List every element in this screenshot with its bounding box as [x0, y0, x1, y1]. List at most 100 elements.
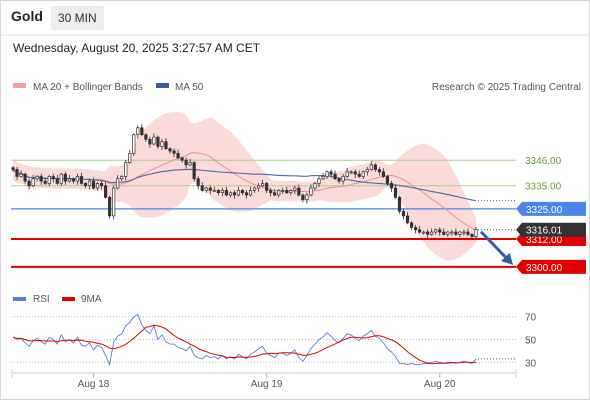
candle-body: [224, 190, 228, 196]
level-tag-4: [516, 259, 586, 274]
bb-legend-swatch: [13, 83, 26, 88]
copyright-text: Research © 2025 Trading Central: [432, 82, 581, 93]
candle-body: [47, 176, 51, 184]
moving-averages-layer: [12, 152, 477, 231]
candle-body: [55, 178, 59, 184]
candle-body: [248, 190, 253, 196]
candle-body: [373, 164, 377, 170]
candle-body: [309, 187, 313, 196]
candle-body: [329, 171, 333, 175]
candle-body: [108, 196, 112, 217]
candle-body: [27, 180, 31, 187]
rsi-ma-legend-swatch: [62, 297, 75, 301]
candle-body: [208, 187, 212, 191]
rsi-ma-legend-label: 9MA: [81, 294, 102, 305]
candle-body: [148, 139, 152, 145]
candle-body: [301, 194, 305, 200]
candle-body: [337, 178, 341, 182]
x-tick-label: Aug 18: [78, 379, 110, 390]
candle-body: [11, 167, 15, 170]
rsi-line: [12, 313, 477, 367]
candle-body: [240, 190, 245, 194]
candle-body: [244, 192, 249, 196]
x-tick-label: Aug 19: [251, 379, 283, 390]
candle-body: [204, 187, 208, 191]
candle-body: [293, 187, 297, 191]
bollinger-band-layer: [13, 112, 476, 261]
chart-header: Gold 30 MIN: [0, 0, 588, 34]
candle-body: [31, 178, 35, 187]
candle-body: [277, 190, 281, 196]
candle-body: [405, 215, 410, 224]
candle-body: [442, 231, 446, 235]
candle-body: [120, 176, 124, 180]
level-label-3: 3312.00: [526, 235, 563, 246]
candle-body: [144, 134, 148, 140]
candle-body: [450, 231, 454, 234]
candle-body: [430, 231, 434, 235]
candle-body: [67, 178, 71, 182]
candle-body: [285, 190, 289, 194]
candle-body: [160, 141, 164, 147]
candle-body: [23, 173, 27, 182]
candle-body: [156, 136, 160, 147]
rsi-legend-swatch: [13, 297, 26, 301]
candle-body: [297, 187, 301, 196]
candle-body: [466, 231, 470, 235]
candle-body: [341, 176, 345, 182]
candle-body: [261, 183, 265, 187]
candle-body: [353, 171, 357, 175]
candle-body: [305, 194, 309, 200]
timeframe-badge[interactable]: 30 MIN: [51, 6, 104, 30]
projection-arrow-shaft: [479, 230, 509, 261]
level-label-4: 3300.00: [526, 263, 563, 274]
symbol-title: Gold: [11, 8, 43, 24]
candle-body: [39, 176, 43, 182]
candle-body: [172, 150, 176, 154]
candle-body: [357, 173, 361, 177]
rsi-legend: RSI 9MA: [13, 294, 102, 305]
candle-body: [51, 176, 55, 180]
level-label-0: 3346.00: [525, 156, 562, 167]
candle-body: [152, 136, 156, 145]
candle-body: [63, 173, 67, 182]
candle-body: [470, 234, 474, 238]
candle-body: [426, 231, 430, 235]
candle-body: [393, 187, 398, 198]
candle-body: [365, 169, 369, 173]
candle-body: [188, 162, 192, 166]
rsi-legend-label: RSI: [33, 294, 50, 305]
candle-body: [128, 152, 132, 163]
candle-body: [361, 171, 365, 177]
x-tick-label: Aug 20: [424, 379, 456, 390]
candle-body: [385, 176, 390, 184]
candle-body: [200, 185, 204, 191]
candle-body: [422, 231, 426, 234]
rsi-panel: 30 50 70: [11, 313, 537, 369]
candle-body: [196, 178, 200, 187]
candle-body: [446, 231, 450, 235]
candle-body: [269, 190, 273, 194]
candle-body: [75, 176, 80, 182]
candle-body: [281, 190, 285, 192]
candle-body: [438, 229, 442, 233]
rsi-tick-label: 50: [525, 336, 537, 347]
candle-body: [333, 173, 337, 180]
level-tag-2: [516, 201, 586, 216]
candle-body: [136, 127, 140, 136]
candle-body: [252, 187, 257, 191]
projection-arrow: [479, 230, 513, 265]
candle-body: [369, 164, 373, 170]
candle-body: [43, 180, 47, 184]
candle-body: [397, 196, 402, 212]
x-axis-ticks: Aug 18 Aug 19 Aug 20: [11, 369, 517, 390]
candle-body: [273, 192, 277, 196]
candle-body: [99, 183, 104, 187]
candle-body: [228, 192, 233, 196]
rsi-tick-label: 70: [525, 313, 537, 324]
candle-body: [168, 148, 172, 152]
bb-legend-label: MA 20 + Bollinger Bands: [33, 82, 143, 93]
rsi-ma-line: [12, 324, 477, 365]
candle-body: [180, 157, 184, 161]
